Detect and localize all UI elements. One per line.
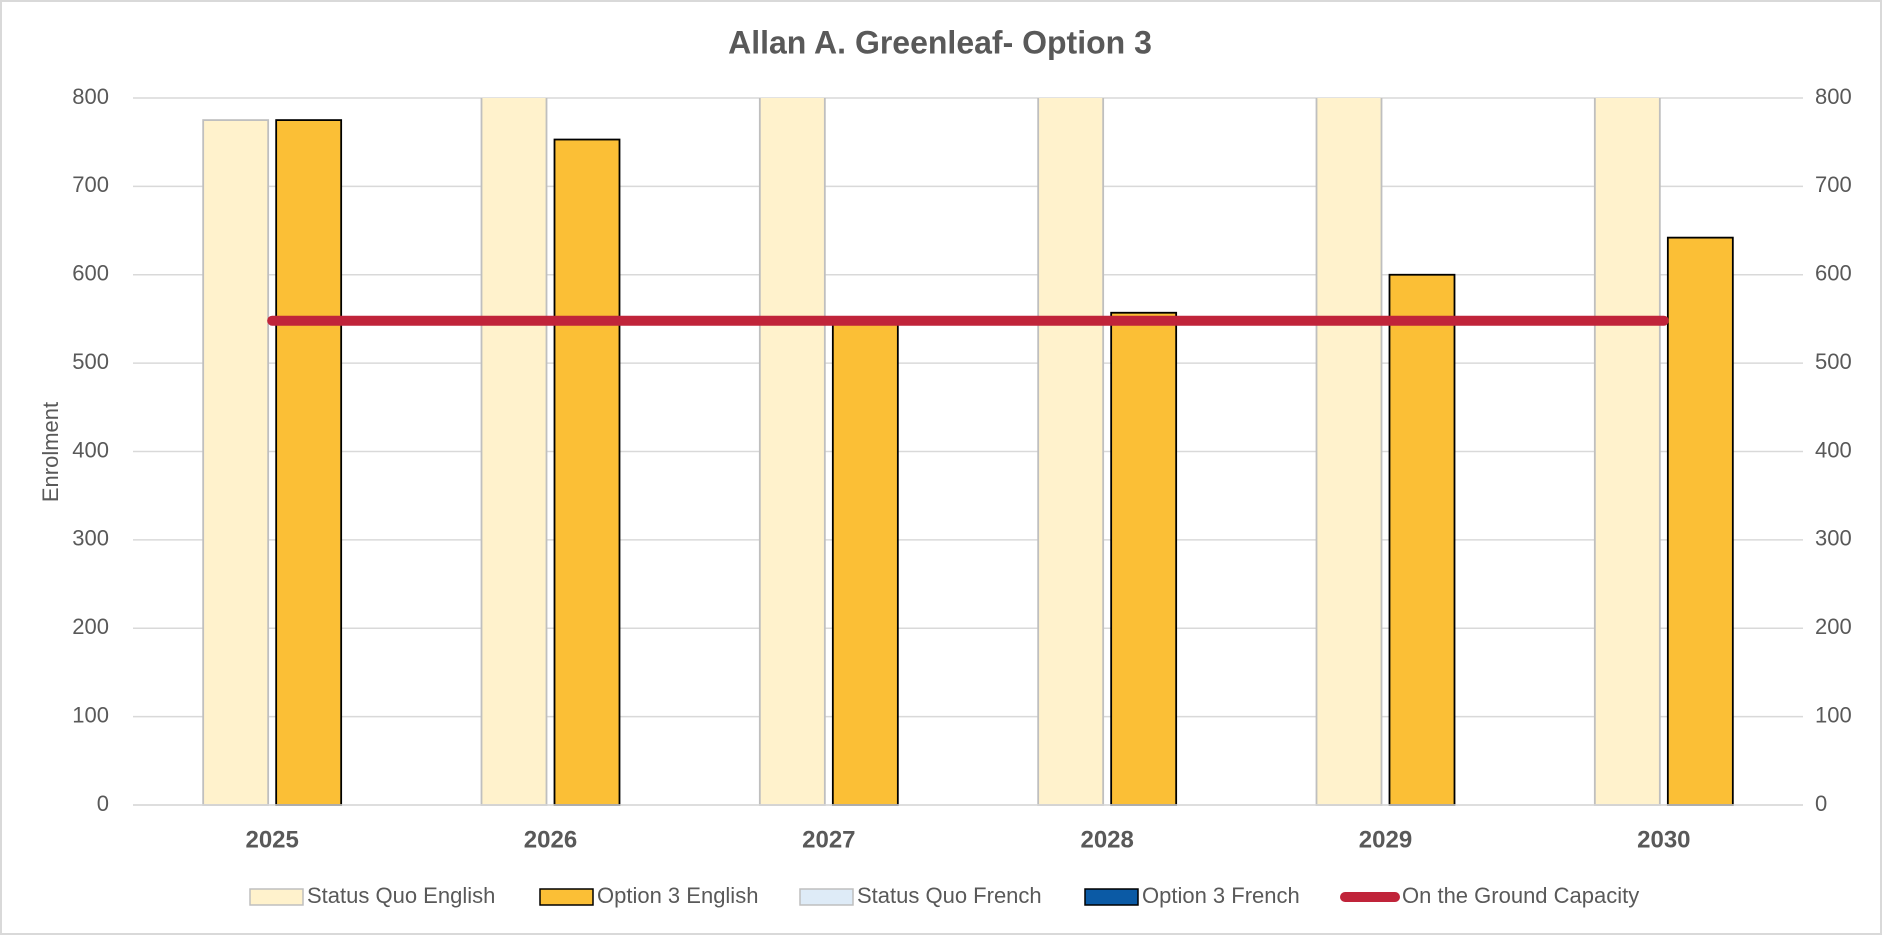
legend-label: Status Quo English [307,883,495,908]
chart-title: Allan A. Greenleaf- Option 3 [728,24,1152,60]
y2-tick-label: 100 [1815,702,1852,727]
y2-tick-label: 400 [1815,437,1852,462]
legend-label: Option 3 French [1142,883,1300,908]
x-tick-label: 2030 [1637,826,1690,853]
y2-tick-label: 500 [1815,349,1852,374]
bar [202,119,270,806]
x-tick-label: 2026 [524,826,577,853]
legend-label: Status Quo French [857,883,1042,908]
bar [1593,98,1661,806]
y-tick-label: 300 [72,526,109,551]
bar [831,318,899,806]
bar [1110,311,1178,806]
y2-tick-label: 300 [1815,526,1852,551]
y-tick-label: 0 [97,791,109,816]
bar [1388,273,1456,806]
bar [553,138,621,806]
y2-tick-label: 0 [1815,791,1827,816]
y-tick-label: 800 [72,84,109,109]
x-tick-label: 2025 [245,826,298,853]
plot-area [202,98,1734,806]
y-tick-label: 400 [72,437,109,462]
bar [480,98,548,806]
y-tick-label: 200 [72,614,109,639]
bar [275,119,343,806]
legend-swatch [1084,888,1139,906]
bar [1315,98,1383,806]
y-tick-label: 500 [72,349,109,374]
y-tick-label: 600 [72,261,109,286]
legend-swatch [539,888,594,906]
legend-swatch [799,888,854,906]
y-tick-label: 700 [72,172,109,197]
legend-swatch [249,888,304,906]
bar [758,98,826,806]
x-tick-label: 2027 [802,826,855,853]
y-tick-label: 100 [72,702,109,727]
x-tick-label: 2029 [1359,826,1412,853]
legend-label: On the Ground Capacity [1402,883,1639,908]
y2-tick-label: 200 [1815,614,1852,639]
x-tick-label: 2028 [1080,826,1133,853]
y2-tick-label: 600 [1815,261,1852,286]
y-axis-label: Enrolment [38,402,63,502]
y2-tick-label: 800 [1815,84,1852,109]
bar [1666,236,1734,806]
y2-tick-label: 700 [1815,172,1852,197]
bar [1037,98,1105,806]
legend-label: Option 3 English [597,883,758,908]
